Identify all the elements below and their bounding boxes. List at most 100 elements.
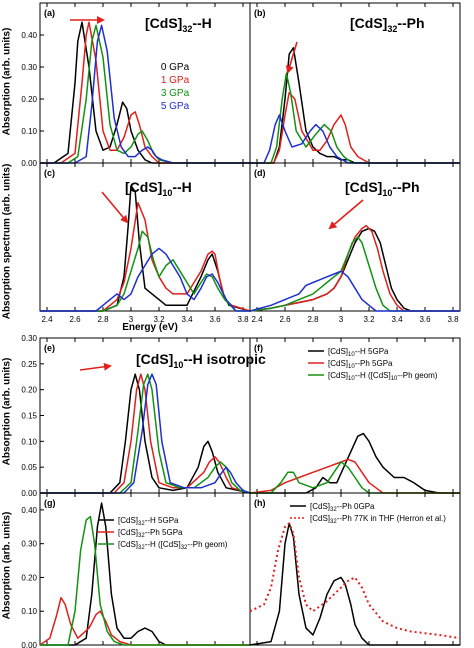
- panel-e: 0.00 0.05 0.10 0.15 0.20 0.25 0.30 (e) [CdS]10--…: [21, 334, 266, 498]
- series-line: [40, 185, 251, 312]
- legend-entry: 3 GPa: [161, 88, 190, 99]
- panel-label: (g): [44, 498, 56, 508]
- series-line: [249, 522, 461, 640]
- x-tick-label: 3.2: [153, 315, 165, 324]
- x-tick-label: 2.4: [251, 315, 263, 324]
- y-tick-label: 0.10: [21, 607, 37, 616]
- series-line: [40, 21, 250, 164]
- series-line: [40, 24, 250, 164]
- y-tick-label: 0.00: [21, 641, 37, 648]
- series-line: [40, 373, 251, 494]
- ylabel-bottom-upper: Absorption (arb. units): [1, 357, 13, 466]
- series-line: [40, 24, 250, 164]
- x-tick-label: 3.4: [391, 315, 403, 324]
- y-tick-label: 0.30: [21, 334, 37, 343]
- panel-label: (h): [254, 498, 266, 508]
- legend-entry: 1 GPa: [161, 75, 190, 86]
- panel-title: [CdS]32--H: [145, 15, 212, 34]
- panel-a: 0.00 0.10 0.20 0.30 0.40 (a) [CdS]32--H 0 GPa 1 …: [21, 2, 251, 168]
- shift-arrow: [328, 199, 364, 230]
- series-line: [250, 114, 460, 164]
- x-tick-label: 3.6: [209, 315, 221, 324]
- panel-f: (f) [CdS]10--H 5GPa[CdS]10--Ph 5GPa[CdS]1…: [249, 337, 461, 494]
- x-tick-label: 3: [129, 315, 134, 324]
- x-tick-label: 3.8: [447, 315, 459, 324]
- series-line: [40, 373, 251, 494]
- xlabel-top-figure: Energy (eV): [122, 322, 178, 333]
- legend-entry: [CdS]32--H 5GPa: [118, 516, 179, 527]
- series-line: [40, 502, 250, 646]
- shift-arrow: [101, 191, 129, 224]
- panel-frame: [249, 492, 461, 646]
- panel-label: (d): [254, 168, 266, 178]
- y-tick-label: 0.25: [21, 360, 37, 369]
- x-tick-label: 3.6: [419, 315, 431, 324]
- legend-entry: [CdS]32--Ph 0GPa: [310, 502, 375, 513]
- series-line: [249, 270, 460, 312]
- y-tick-label: 0.00: [21, 489, 37, 498]
- legend-entry: [CdS]10--H ([CdS]10--Ph geom): [328, 371, 438, 382]
- panel-label: (b): [254, 8, 266, 18]
- series-line: [40, 202, 251, 312]
- panel-title: [CdS]10--H isotropic: [136, 351, 266, 370]
- series-line: [40, 21, 250, 164]
- panel-label: (f): [254, 343, 263, 353]
- x-tick-label: 2.8: [97, 315, 109, 324]
- panel-title: [CdS]10--Ph: [345, 179, 420, 198]
- series-line: [250, 461, 460, 494]
- panel-label: (c): [44, 168, 55, 178]
- shift-arrow: [79, 362, 112, 371]
- panel-frame: [249, 162, 461, 312]
- x-tick-label: 2.4: [41, 315, 53, 324]
- x-tick-label: 2.6: [279, 315, 291, 324]
- series-line: [249, 224, 460, 312]
- panel-d: 2.4 2.6 2.8 3 3.2 3.4 3.6 3.8 (d) [CdS]10--Ph: [249, 162, 461, 324]
- y-tick-label: 0.10: [21, 127, 37, 136]
- x-tick-label: 2.6: [69, 315, 81, 324]
- ylabel-top-upper: Absorption (arb. units): [1, 27, 13, 136]
- series-line: [40, 230, 250, 312]
- y-tick-label: 0.15: [21, 412, 37, 421]
- series-line: [250, 432, 460, 494]
- y-tick-label: 0.40: [21, 31, 37, 40]
- series-line: [40, 247, 250, 312]
- panel-title: [CdS]32--Ph: [350, 15, 425, 34]
- panel-b: (b) [CdS]32--Ph: [249, 2, 461, 164]
- y-tick-label: 0.20: [21, 95, 37, 104]
- shift-arrow: [285, 41, 298, 74]
- panel-c: 2.4 2.6 2.8 3 3.2 3.4 3.6 3.8 (c) [CdS]10--H: [39, 162, 251, 324]
- panels-layer: 0.00 0.10 0.20 0.30 0.40 (a) [CdS]32--H 0 GPa 1 …: [21, 2, 461, 648]
- legend-entry: [CdS]10--H 5GPa: [328, 347, 389, 358]
- legend-entry: [CdS]10--Ph 5GPa: [328, 359, 393, 370]
- y-tick-label: 0.10: [21, 437, 37, 446]
- x-tick-label: 2.8: [307, 315, 319, 324]
- x-tick-label: 3.8: [237, 315, 249, 324]
- panel-g: 0.000.100.200.300.40(g)[CdS]32--H 5GPa[C…: [21, 492, 251, 648]
- y-tick-label: 0.20: [21, 386, 37, 395]
- legend-entry: [CdS]32--Ph 77K in THF (Herron et al.): [310, 514, 446, 525]
- series-line: [40, 373, 251, 494]
- panel-h: (h) [CdS]32--Ph 0GPa[CdS]32--Ph 77K in TH…: [249, 492, 461, 646]
- series-line: [40, 373, 251, 494]
- panel-title: [CdS]10--H: [125, 179, 192, 198]
- x-tick-label: 3.4: [181, 315, 193, 324]
- x-tick-label: 3.2: [363, 315, 375, 324]
- series-line: [40, 515, 250, 646]
- y-tick-label: 0.00: [21, 159, 37, 168]
- y-tick-label: 0.30: [21, 540, 37, 549]
- y-tick-label: 0.40: [21, 506, 37, 515]
- x-tick-label: 3: [339, 315, 344, 324]
- series-line: [249, 458, 460, 494]
- series-line: [250, 72, 460, 164]
- legend-entry: 5 GPa: [161, 101, 190, 112]
- y-tick-label: 0.30: [21, 63, 37, 72]
- y-tick-label: 0.20: [21, 573, 37, 582]
- series-line: [249, 522, 460, 646]
- legend-entry: [CdS]32--H ([CdS]32--Ph geom): [118, 540, 228, 551]
- ylabel-top-lower: Absorption spectrum (arb. units): [1, 163, 13, 320]
- y-tick-label: 0.05: [21, 463, 37, 472]
- legend-entry: [CdS]32--Ph 5GPa: [118, 528, 183, 539]
- legend-entry: 0 GPa: [161, 62, 190, 73]
- series-line: [39, 596, 250, 646]
